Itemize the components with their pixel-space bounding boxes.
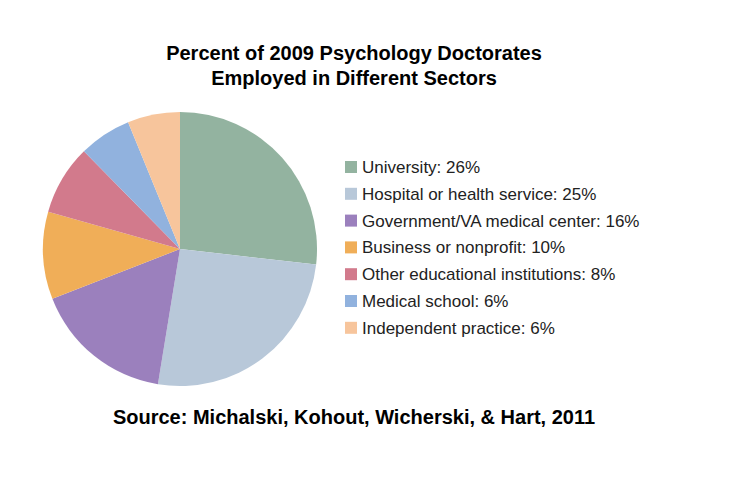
page: {"chart_data": {"type": "pie", "title": … (0, 0, 731, 489)
legend-label: University: 26% (362, 158, 480, 177)
legend-label: Medical school: 6% (362, 292, 508, 311)
legend-swatch (345, 295, 357, 307)
legend-label: Government/VA medical center: 16% (362, 212, 640, 231)
legend: University: 26% Hospital or health servic… (345, 158, 640, 338)
legend-label: Business or nonprofit: 10% (362, 238, 565, 257)
legend-label: Independent practice: 6% (362, 319, 555, 338)
source: Source: Michalski, Kohout, Wicherski, & … (0, 406, 708, 429)
slice (180, 112, 317, 264)
legend-swatch (345, 215, 357, 227)
legend-swatch (345, 188, 357, 200)
legend-swatch (345, 268, 357, 280)
slice (128, 112, 180, 249)
title: Percent of 2009 Psychology Doctorates Em… (134, 41, 574, 91)
legend-swatch (345, 322, 357, 334)
pie (43, 112, 317, 386)
legend-swatch (345, 241, 357, 253)
slice (158, 249, 316, 386)
legend-swatch (345, 161, 357, 173)
legend-label: Other educational institutions: 8% (362, 265, 615, 284)
legend-label: Hospital or health service: 25% (362, 185, 596, 204)
